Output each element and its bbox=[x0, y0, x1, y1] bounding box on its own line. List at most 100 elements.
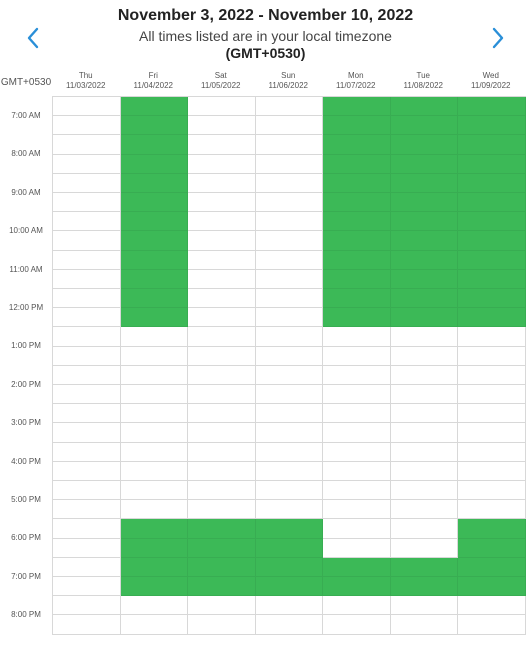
available-slot[interactable] bbox=[391, 308, 459, 327]
available-slot[interactable] bbox=[391, 558, 459, 577]
available-slot[interactable] bbox=[458, 539, 526, 558]
time-slot[interactable] bbox=[121, 443, 189, 462]
time-slot[interactable] bbox=[458, 347, 526, 366]
time-slot[interactable] bbox=[188, 385, 256, 404]
time-slot[interactable] bbox=[53, 385, 121, 404]
time-slot[interactable] bbox=[391, 462, 459, 481]
available-slot[interactable] bbox=[458, 174, 526, 193]
time-slot[interactable] bbox=[256, 193, 324, 212]
available-slot[interactable] bbox=[323, 212, 391, 231]
available-slot[interactable] bbox=[121, 212, 189, 231]
available-slot[interactable] bbox=[458, 155, 526, 174]
time-slot[interactable] bbox=[188, 116, 256, 135]
time-slot[interactable] bbox=[323, 462, 391, 481]
time-slot[interactable] bbox=[323, 404, 391, 423]
time-slot[interactable] bbox=[53, 519, 121, 538]
available-slot[interactable] bbox=[458, 289, 526, 308]
time-slot[interactable] bbox=[188, 174, 256, 193]
time-slot[interactable] bbox=[391, 500, 459, 519]
time-slot[interactable] bbox=[188, 366, 256, 385]
available-slot[interactable] bbox=[256, 558, 324, 577]
time-slot[interactable] bbox=[256, 347, 324, 366]
time-slot[interactable] bbox=[188, 423, 256, 442]
time-slot[interactable] bbox=[256, 116, 324, 135]
available-slot[interactable] bbox=[188, 519, 256, 538]
time-slot[interactable] bbox=[188, 615, 256, 634]
available-slot[interactable] bbox=[188, 558, 256, 577]
time-slot[interactable] bbox=[256, 462, 324, 481]
time-slot[interactable] bbox=[323, 596, 391, 615]
available-slot[interactable] bbox=[121, 193, 189, 212]
time-slot[interactable] bbox=[391, 519, 459, 538]
available-slot[interactable] bbox=[391, 251, 459, 270]
available-slot[interactable] bbox=[391, 97, 459, 116]
time-slot[interactable] bbox=[53, 212, 121, 231]
time-slot[interactable] bbox=[53, 270, 121, 289]
time-slot[interactable] bbox=[391, 481, 459, 500]
time-slot[interactable] bbox=[53, 155, 121, 174]
time-slot[interactable] bbox=[323, 347, 391, 366]
available-slot[interactable] bbox=[323, 251, 391, 270]
available-slot[interactable] bbox=[458, 308, 526, 327]
time-slot[interactable] bbox=[53, 97, 121, 116]
available-slot[interactable] bbox=[458, 270, 526, 289]
available-slot[interactable] bbox=[458, 135, 526, 154]
time-slot[interactable] bbox=[323, 366, 391, 385]
available-slot[interactable] bbox=[391, 116, 459, 135]
time-slot[interactable] bbox=[188, 97, 256, 116]
time-slot[interactable] bbox=[53, 404, 121, 423]
time-slot[interactable] bbox=[256, 97, 324, 116]
available-slot[interactable] bbox=[458, 97, 526, 116]
available-slot[interactable] bbox=[121, 289, 189, 308]
time-slot[interactable] bbox=[188, 155, 256, 174]
time-slot[interactable] bbox=[256, 500, 324, 519]
time-slot[interactable] bbox=[121, 462, 189, 481]
time-slot[interactable] bbox=[188, 251, 256, 270]
time-slot[interactable] bbox=[188, 347, 256, 366]
available-slot[interactable] bbox=[121, 251, 189, 270]
time-slot[interactable] bbox=[256, 481, 324, 500]
time-slot[interactable] bbox=[188, 443, 256, 462]
time-slot[interactable] bbox=[121, 327, 189, 346]
time-slot[interactable] bbox=[256, 423, 324, 442]
available-slot[interactable] bbox=[121, 135, 189, 154]
time-slot[interactable] bbox=[121, 347, 189, 366]
time-slot[interactable] bbox=[323, 423, 391, 442]
time-slot[interactable] bbox=[458, 481, 526, 500]
available-slot[interactable] bbox=[323, 270, 391, 289]
time-slot[interactable] bbox=[391, 366, 459, 385]
time-slot[interactable] bbox=[53, 423, 121, 442]
time-slot[interactable] bbox=[256, 174, 324, 193]
available-slot[interactable] bbox=[391, 193, 459, 212]
available-slot[interactable] bbox=[256, 519, 324, 538]
available-slot[interactable] bbox=[391, 577, 459, 596]
time-slot[interactable] bbox=[188, 193, 256, 212]
time-slot[interactable] bbox=[323, 385, 391, 404]
time-slot[interactable] bbox=[53, 462, 121, 481]
available-slot[interactable] bbox=[391, 289, 459, 308]
time-slot[interactable] bbox=[53, 481, 121, 500]
time-slot[interactable] bbox=[458, 327, 526, 346]
time-slot[interactable] bbox=[458, 385, 526, 404]
available-slot[interactable] bbox=[458, 558, 526, 577]
available-slot[interactable] bbox=[121, 558, 189, 577]
available-slot[interactable] bbox=[323, 97, 391, 116]
time-slot[interactable] bbox=[391, 347, 459, 366]
time-slot[interactable] bbox=[256, 308, 324, 327]
time-slot[interactable] bbox=[188, 212, 256, 231]
time-slot[interactable] bbox=[323, 500, 391, 519]
time-slot[interactable] bbox=[256, 212, 324, 231]
time-slot[interactable] bbox=[53, 615, 121, 634]
time-slot[interactable] bbox=[53, 289, 121, 308]
available-slot[interactable] bbox=[121, 97, 189, 116]
time-slot[interactable] bbox=[458, 615, 526, 634]
time-slot[interactable] bbox=[53, 366, 121, 385]
time-slot[interactable] bbox=[256, 289, 324, 308]
time-slot[interactable] bbox=[458, 443, 526, 462]
available-slot[interactable] bbox=[391, 231, 459, 250]
time-slot[interactable] bbox=[53, 539, 121, 558]
time-slot[interactable] bbox=[256, 327, 324, 346]
time-slot[interactable] bbox=[53, 500, 121, 519]
available-slot[interactable] bbox=[256, 539, 324, 558]
time-slot[interactable] bbox=[458, 596, 526, 615]
